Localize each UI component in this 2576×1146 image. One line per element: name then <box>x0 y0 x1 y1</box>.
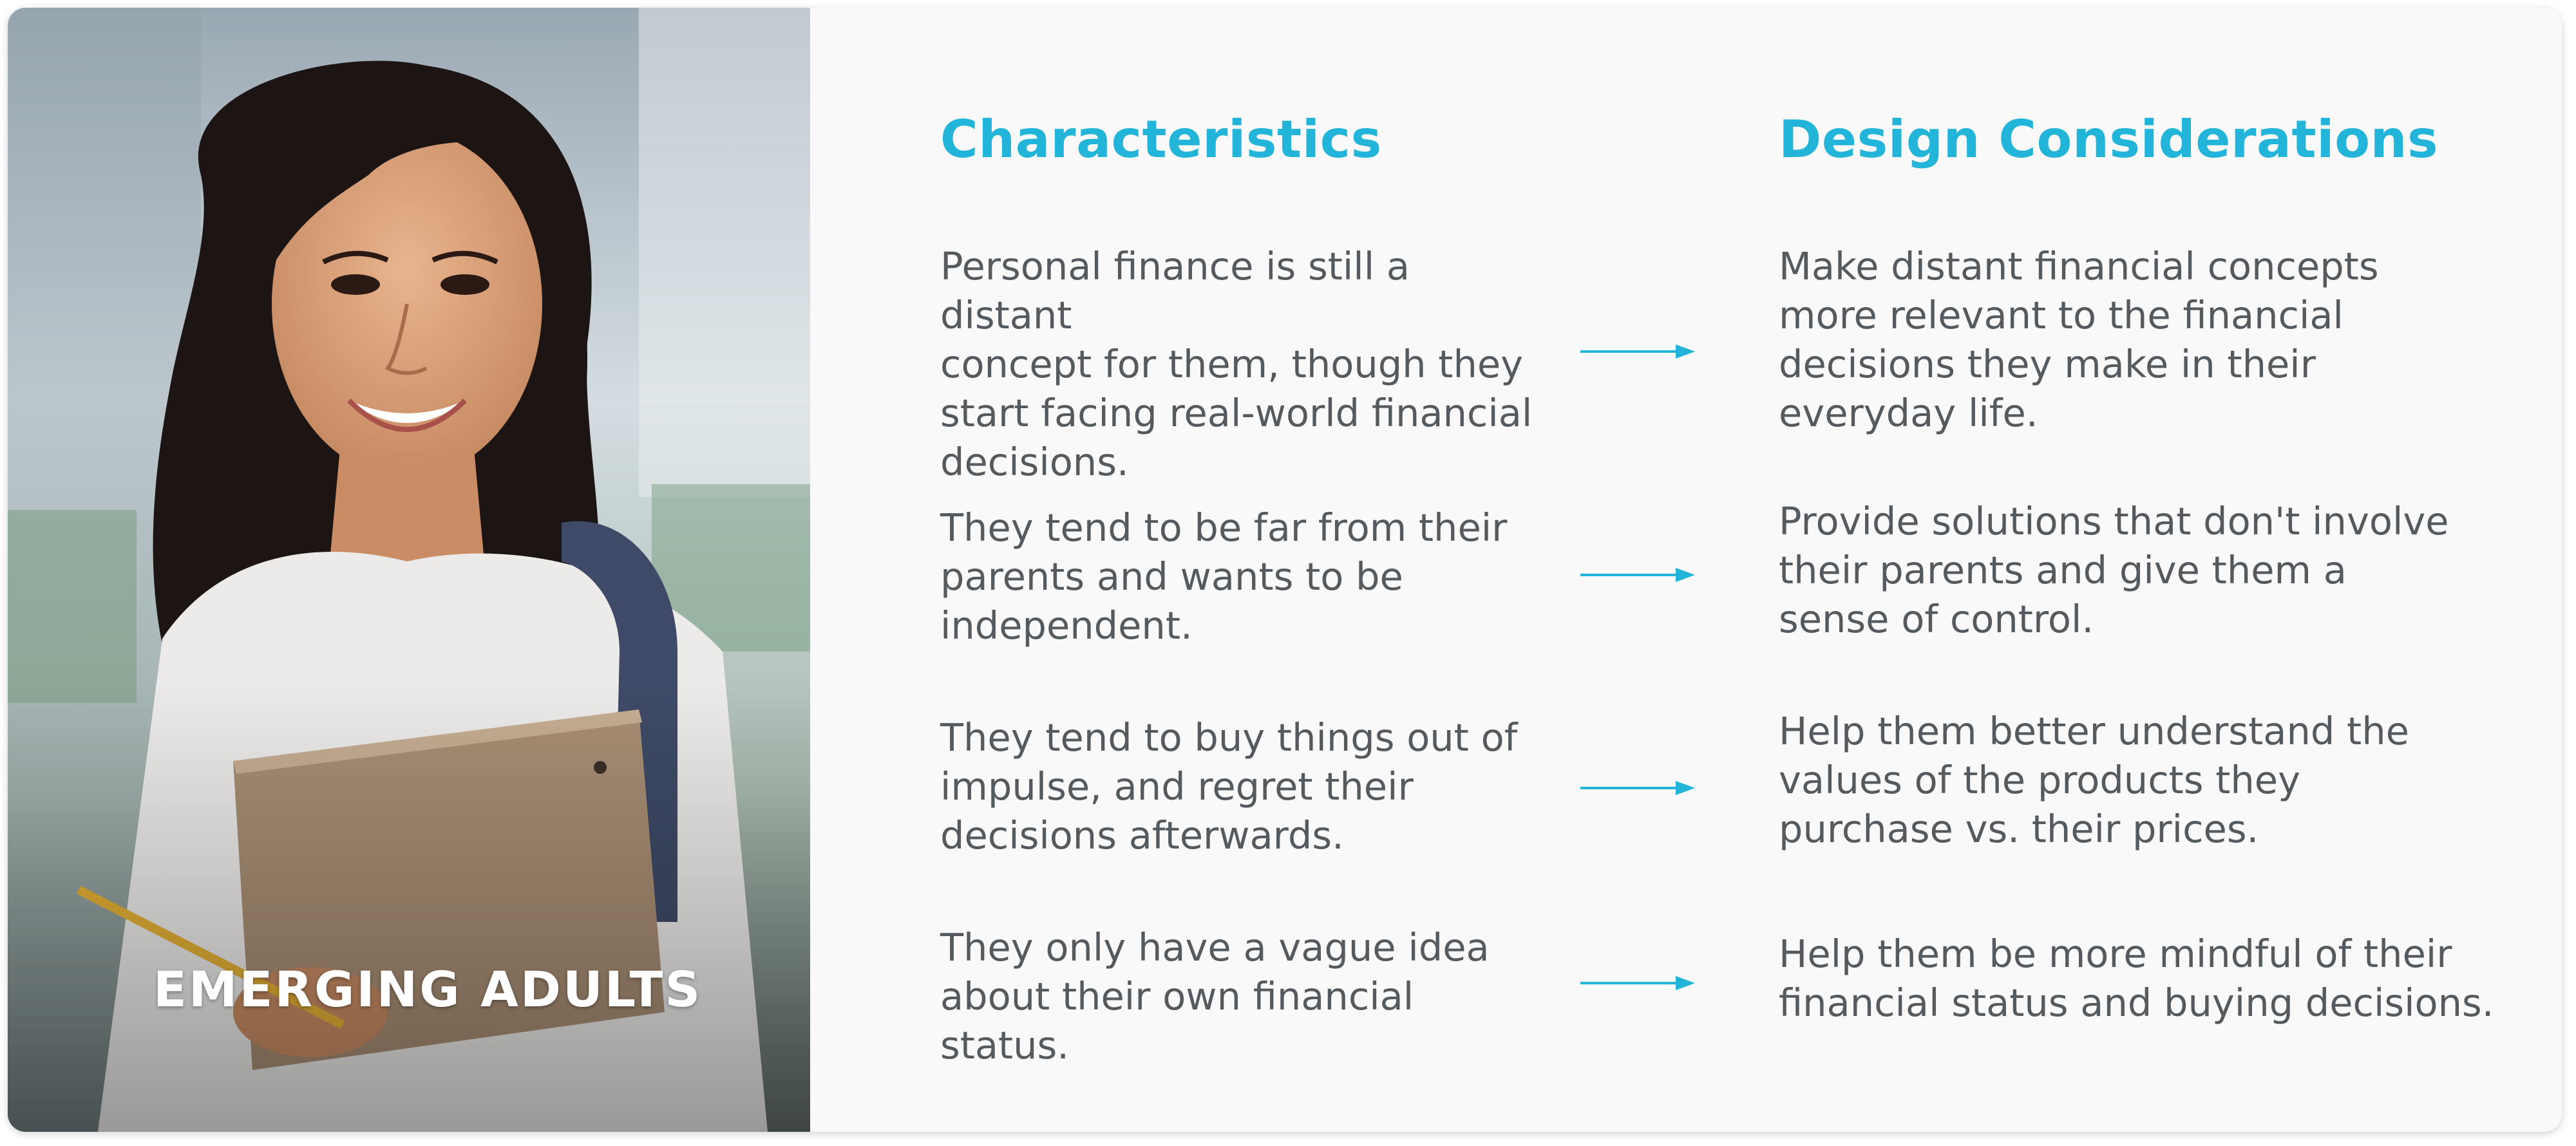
characteristics-heading: Characteristics <box>940 109 1382 169</box>
persona-photo: EMERGING ADULTS <box>8 8 810 1132</box>
arrow-right-icon <box>1580 781 1695 795</box>
arrow-right-icon <box>1580 568 1695 582</box>
characteristic-text: They tend to be far from their parents a… <box>940 505 1508 648</box>
characteristic-text: They tend to buy things out of impulse, … <box>940 715 1518 858</box>
persona-card: EMERGING ADULTS Characteristics Design C… <box>8 8 2562 1132</box>
design-considerations-heading: Design Considerations <box>1779 109 2439 169</box>
arrow-right-icon <box>1580 344 1695 359</box>
persona-illustration <box>8 8 810 1132</box>
characteristic-text: Personal finance is still a distant conc… <box>940 244 1533 484</box>
characteristic-text: They only have a vague idea about their … <box>940 925 1490 1067</box>
design-consideration-text: Make distant financial concepts more rel… <box>1779 244 2379 435</box>
design-consideration-text: Help them be more mindful of their finan… <box>1779 932 2494 1025</box>
persona-label: EMERGING ADULTS <box>153 961 703 1018</box>
design-consideration-text: Provide solutions that don't involve the… <box>1779 499 2449 641</box>
design-consideration-text: Help them better understand the values o… <box>1779 709 2409 851</box>
arrow-right-icon <box>1580 976 1695 990</box>
